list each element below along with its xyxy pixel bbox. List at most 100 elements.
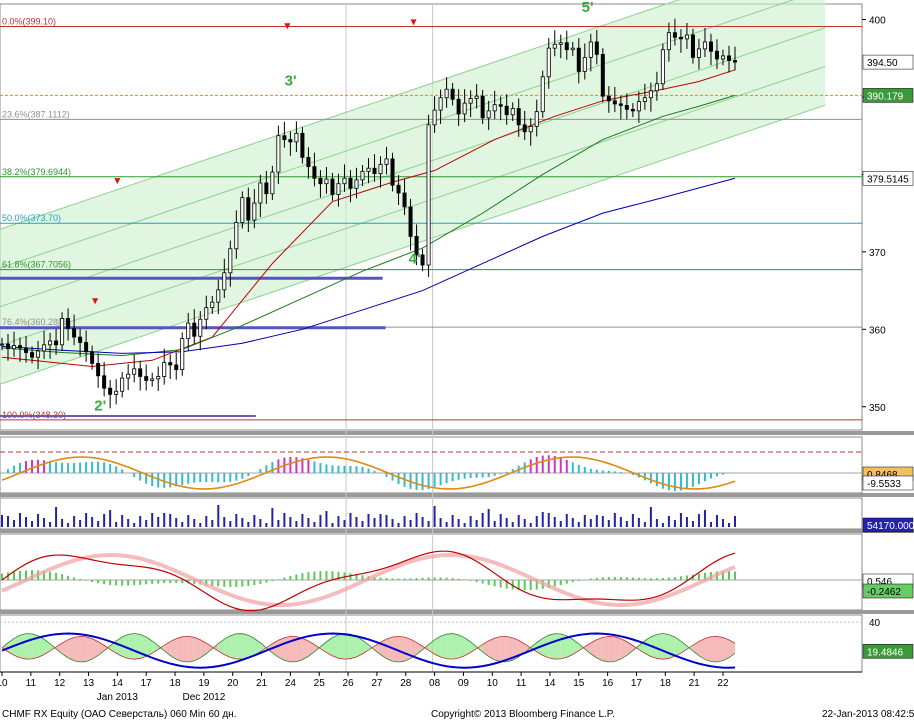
rsi-fill-101	[608, 636, 615, 663]
osc-bar-23	[139, 473, 142, 481]
footer-security: CHMF RX Equity (ОАО Северсталь) 060 Min …	[2, 709, 237, 720]
volume-bar-22	[133, 523, 136, 527]
volume-bar-84	[505, 518, 508, 527]
candle-body-121	[726, 55, 731, 61]
volume-bar-108	[649, 507, 652, 527]
macd-hist-52	[313, 571, 316, 580]
macd-value-2-box	[862, 583, 914, 599]
candle-body-115	[690, 34, 695, 58]
osc-bar-102	[613, 471, 616, 473]
candle-body-74	[444, 88, 449, 99]
volume-bar-114	[685, 517, 688, 527]
rsi-fill-76	[458, 634, 465, 659]
candle-body-70	[420, 254, 425, 266]
fib-level-label-4: 61.8%(367.7056)	[2, 260, 71, 270]
rsi-fill-4	[26, 633, 33, 660]
rsi-value-box	[862, 644, 914, 659]
osc-bar-117	[703, 473, 706, 482]
rsi-fill-38	[230, 633, 237, 659]
volume-bar-44	[265, 523, 268, 527]
candle-body-120	[720, 55, 725, 60]
candle-body-14	[84, 342, 89, 353]
osc-bar-75	[451, 473, 454, 482]
macd-hist-24	[145, 580, 148, 585]
candle-body-77	[462, 102, 467, 115]
candle-body-2	[12, 345, 17, 350]
volume-bar-67	[403, 516, 406, 527]
volume-bar-41	[247, 522, 250, 527]
macd-hist-114	[685, 575, 688, 580]
macd-hist-2	[13, 571, 16, 580]
volume-bar-16	[97, 521, 100, 527]
candle-body-40	[240, 197, 245, 223]
osc-bar-118	[709, 473, 712, 479]
osc-bar-28	[169, 473, 172, 488]
macd-hist-70	[421, 577, 424, 580]
rsi-fill-45	[272, 640, 279, 658]
osc-bar-70	[421, 473, 424, 490]
panel-separator-0	[0, 431, 914, 435]
rsi-fill-46	[278, 637, 285, 661]
candle-body-73	[438, 97, 443, 111]
candle-body-0	[0, 343, 4, 346]
osc-bar-94	[565, 459, 568, 473]
rsi-fill-83	[500, 636, 507, 662]
candle-body-47	[282, 135, 287, 140]
rsi-fill-5	[32, 633, 39, 659]
candle-body-79	[474, 95, 479, 99]
wave-label-3: 5'	[582, 0, 594, 16]
candle-body-81	[486, 110, 491, 119]
volume-bar-10	[61, 519, 64, 527]
macd-hist-81	[487, 580, 490, 585]
volume-bar-12	[73, 516, 76, 527]
volume-bar-23	[139, 516, 142, 527]
rsi-fill-42	[254, 638, 261, 656]
x-tick-label-20: 15	[573, 678, 585, 689]
candle-body-88	[528, 125, 533, 133]
volume-bar-9	[55, 507, 58, 527]
macd-hist-79	[475, 580, 478, 583]
x-tick-label-16: 09	[458, 678, 470, 689]
osc-bar-114	[685, 473, 688, 490]
macd-hist-65	[391, 578, 394, 580]
volume-bar-102	[613, 513, 616, 527]
ma-blue-value-box	[862, 171, 914, 186]
macd-hist-99	[595, 577, 598, 580]
volume-panel	[0, 497, 863, 530]
candle-body-87	[522, 124, 527, 133]
osc-bar-113	[679, 473, 682, 491]
macd-hist-20	[121, 580, 124, 586]
macd-hist-21	[127, 580, 130, 586]
candle-body-11	[66, 318, 71, 329]
osc-bar-51	[307, 459, 310, 473]
rsi-fill-111	[668, 634, 675, 659]
candle-body-112	[672, 32, 677, 38]
candle-body-21	[126, 373, 131, 379]
macd-hist-120	[721, 571, 724, 580]
macd-hist-13	[79, 579, 82, 580]
macd-hist-66	[397, 578, 400, 580]
osc-bar-30	[181, 473, 184, 486]
osc-bar-53	[319, 463, 322, 473]
osc-bar-69	[415, 473, 418, 490]
chart-footer: CHMF RX Equity (ОАО Северсталь) 060 Min …	[0, 706, 914, 723]
x-tick-label-24: 21	[689, 678, 701, 689]
candle-body-94	[564, 42, 569, 51]
macd-hist-37	[223, 580, 226, 587]
candle-body-116	[696, 48, 701, 58]
sell-marker-3	[410, 19, 417, 26]
macd-hist-68	[409, 578, 412, 580]
osc-bar-101	[607, 470, 610, 473]
volume-bar-45	[271, 508, 274, 527]
macd-panel	[0, 533, 863, 611]
candle-body-61	[366, 167, 371, 172]
volume-bar-25	[151, 513, 154, 527]
macd-hist-107	[643, 578, 646, 580]
macd-hist-106	[637, 577, 640, 580]
volume-bar-75	[451, 515, 454, 527]
volume-bar-98	[589, 519, 592, 527]
volume-bar-6	[37, 514, 40, 527]
volume-bar-73	[439, 518, 442, 527]
fib-level-label-1: 23.6%(387.1112)	[2, 109, 70, 119]
volume-bar-29	[175, 518, 178, 527]
